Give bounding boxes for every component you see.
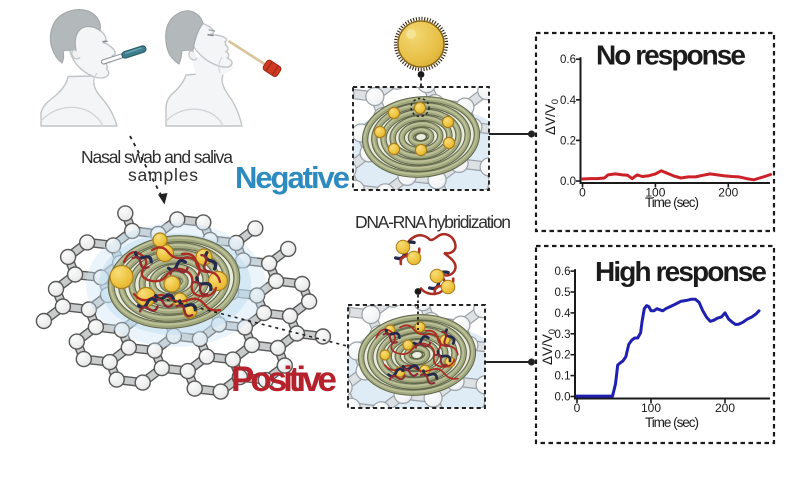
svg-text:0.3: 0.3 — [555, 329, 571, 341]
svg-text:DNA-RNA hybridization: DNA-RNA hybridization — [355, 212, 511, 232]
svg-text:0.0: 0.0 — [555, 392, 571, 404]
svg-text:200: 200 — [715, 401, 735, 415]
svg-text:100: 100 — [641, 401, 661, 415]
svg-text:Time (sec): Time (sec) — [645, 415, 699, 430]
svg-text:0.2: 0.2 — [555, 350, 571, 362]
svg-text:200: 200 — [718, 186, 738, 200]
svg-text:Negative: Negative — [235, 160, 350, 195]
svg-text:0: 0 — [574, 401, 581, 415]
svg-text:ΔV/V0: ΔV/V0 — [540, 329, 558, 365]
svg-text:High response: High response — [595, 256, 767, 287]
svg-text:samples: samples — [128, 165, 198, 185]
svg-text:No response: No response — [596, 40, 746, 71]
svg-text:0.5: 0.5 — [555, 287, 571, 299]
svg-text:Time (sec): Time (sec) — [645, 195, 699, 210]
svg-text:0.1: 0.1 — [555, 371, 571, 383]
svg-text:100: 100 — [645, 186, 665, 200]
svg-text:Nasal swab and saliva: Nasal swab and saliva — [81, 147, 233, 167]
svg-text:0.2: 0.2 — [560, 135, 576, 147]
svg-text:0: 0 — [579, 186, 586, 200]
svg-text:0.4: 0.4 — [560, 95, 577, 107]
svg-text:0.6: 0.6 — [560, 54, 576, 66]
svg-text:0.0: 0.0 — [560, 176, 576, 188]
svg-text:0.6: 0.6 — [555, 266, 571, 278]
svg-text:0.4: 0.4 — [555, 308, 572, 320]
svg-text:ΔV/V0: ΔV/V0 — [543, 99, 561, 135]
svg-text:Positive: Positive — [231, 360, 337, 399]
